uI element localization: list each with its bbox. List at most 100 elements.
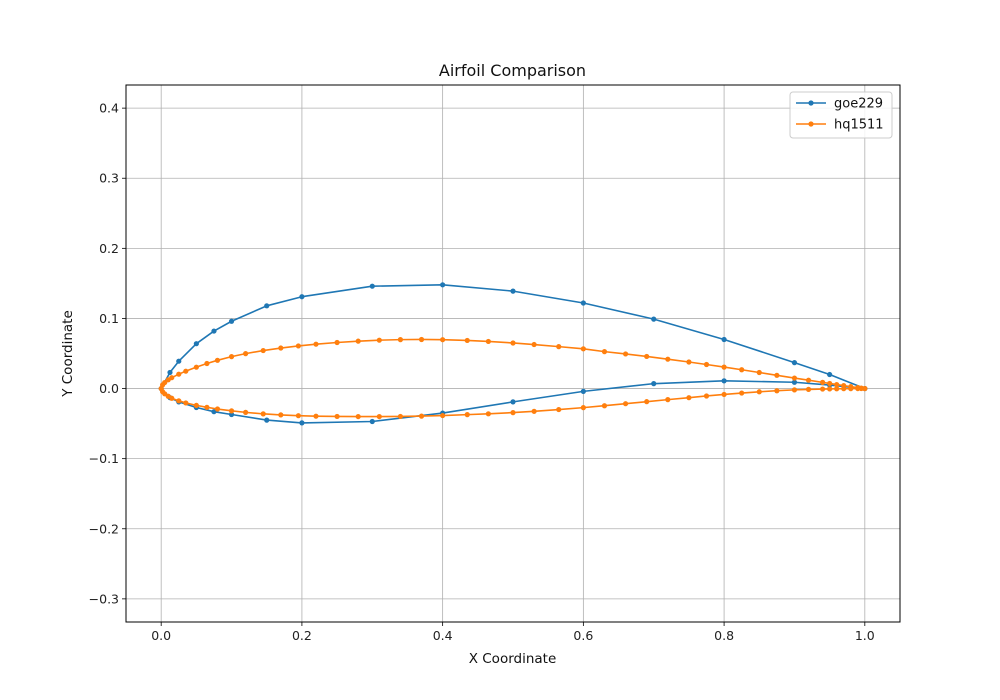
x-tick-label: 0.8 [714, 628, 734, 643]
y-tick-label: −0.3 [89, 591, 119, 606]
data-point-hq1511 [827, 386, 833, 392]
data-point-hq1511 [260, 411, 266, 417]
y-tick-label: 0.4 [99, 101, 119, 116]
data-point-hq1511 [355, 413, 361, 420]
axis-ticks: 0.0 0.2 0.4 0.6 0.8 1.0 −0.3 −0.2 −0.1 0.0 0.1 0.2 0… [89, 101, 875, 643]
y-tick-label: −0.1 [89, 451, 119, 466]
data-point-hq1511 [644, 399, 650, 405]
data-point-hq1511 [862, 385, 868, 392]
data-point-hq1511 [841, 386, 847, 392]
data-point-hq1511 [601, 403, 608, 409]
data-point-hq1511 [440, 412, 446, 419]
data-point-goe229 [211, 409, 217, 415]
data-point-hq1511 [721, 364, 727, 370]
data-point-hq1511 [183, 400, 189, 406]
data-point-goe229 [369, 283, 375, 289]
data-point-goe229 [510, 288, 516, 294]
data-point-hq1511 [739, 390, 745, 396]
data-point-hq1511 [820, 379, 826, 385]
plot-frame [125, 84, 901, 623]
data-point-goe229 [167, 369, 173, 376]
data-point-hq1511 [622, 401, 629, 407]
data-point-hq1511 [313, 341, 319, 347]
data-point-hq1511 [176, 371, 182, 377]
data-point-hq1511 [601, 349, 608, 355]
data-point-hq1511 [834, 381, 840, 388]
data-point-hq1511 [193, 364, 199, 370]
data-point-hq1511 [183, 368, 189, 374]
data-point-hq1511 [214, 357, 221, 363]
data-point-hq1511 [756, 369, 762, 376]
data-point-hq1511 [510, 340, 516, 346]
data-point-hq1511 [665, 397, 671, 403]
data-point-goe229 [176, 358, 182, 364]
y-tick-label: 0.2 [99, 241, 119, 256]
data-point-hq1511 [278, 412, 284, 418]
data-point-goe229 [791, 360, 798, 366]
data-point-hq1511 [295, 343, 301, 349]
data-point-hq1511 [176, 398, 182, 404]
data-point-hq1511 [644, 353, 650, 360]
data-point-hq1511 [376, 337, 382, 343]
data-point-hq1511 [805, 386, 812, 392]
data-point-hq1511 [243, 351, 249, 357]
data-point-hq1511 [440, 337, 446, 343]
data-point-hq1511 [756, 389, 762, 395]
data-point-goe229 [721, 336, 727, 343]
data-point-goe229 [193, 341, 199, 347]
data-point-hq1511 [334, 339, 340, 346]
data-point-hq1511 [739, 367, 745, 373]
series-layer [158, 282, 868, 426]
data-point-hq1511 [580, 405, 586, 411]
data-point-hq1511 [204, 404, 210, 410]
legend-marker-goe229 [808, 100, 814, 106]
y-tick-label: 0.1 [99, 311, 119, 326]
data-point-goe229 [211, 328, 217, 334]
data-point-hq1511 [260, 347, 266, 354]
grid [126, 85, 900, 622]
data-point-hq1511 [295, 413, 301, 419]
y-axis-title: Y Coordinate [60, 310, 76, 398]
data-point-hq1511 [580, 346, 586, 352]
data-point-hq1511 [165, 377, 171, 383]
data-point-hq1511 [531, 341, 537, 348]
data-point-hq1511 [791, 375, 798, 381]
y-tick-label: 0.0 [99, 381, 119, 396]
data-point-hq1511 [313, 413, 319, 419]
x-tick-label: 1.0 [855, 628, 875, 643]
data-point-hq1511 [204, 360, 210, 367]
data-point-hq1511 [355, 338, 361, 344]
data-point-hq1511 [827, 380, 833, 387]
data-point-goe229 [651, 381, 657, 387]
data-point-hq1511 [193, 402, 199, 408]
data-point-hq1511 [686, 395, 692, 401]
x-tick-label: 0.4 [433, 628, 453, 643]
x-tick-label: 0.6 [573, 628, 593, 643]
data-point-hq1511 [531, 408, 537, 414]
data-point-goe229 [791, 379, 798, 385]
data-point-goe229 [264, 417, 270, 423]
data-point-goe229 [580, 300, 586, 306]
data-point-goe229 [651, 316, 657, 322]
data-point-hq1511 [703, 393, 710, 399]
data-point-hq1511 [721, 391, 727, 398]
legend-label-hq1511: hq1511 [834, 118, 884, 133]
data-point-hq1511 [622, 351, 629, 357]
data-point-hq1511 [464, 337, 470, 344]
legend-label-goe229: goe229 [834, 97, 883, 112]
data-point-goe229 [440, 282, 446, 288]
data-point-goe229 [299, 420, 305, 426]
data-point-goe229 [827, 371, 833, 378]
data-point-hq1511 [169, 395, 175, 401]
data-point-hq1511 [556, 344, 562, 350]
data-point-hq1511 [485, 411, 491, 417]
data-point-hq1511 [397, 413, 404, 420]
data-point-hq1511 [278, 345, 284, 351]
data-point-hq1511 [464, 412, 470, 418]
data-point-hq1511 [774, 372, 780, 378]
data-point-goe229 [299, 294, 305, 300]
legend-marker-hq1511 [808, 121, 814, 127]
data-point-hq1511 [376, 413, 382, 420]
x-tick-label: 0.0 [151, 628, 171, 643]
data-point-hq1511 [510, 410, 516, 416]
